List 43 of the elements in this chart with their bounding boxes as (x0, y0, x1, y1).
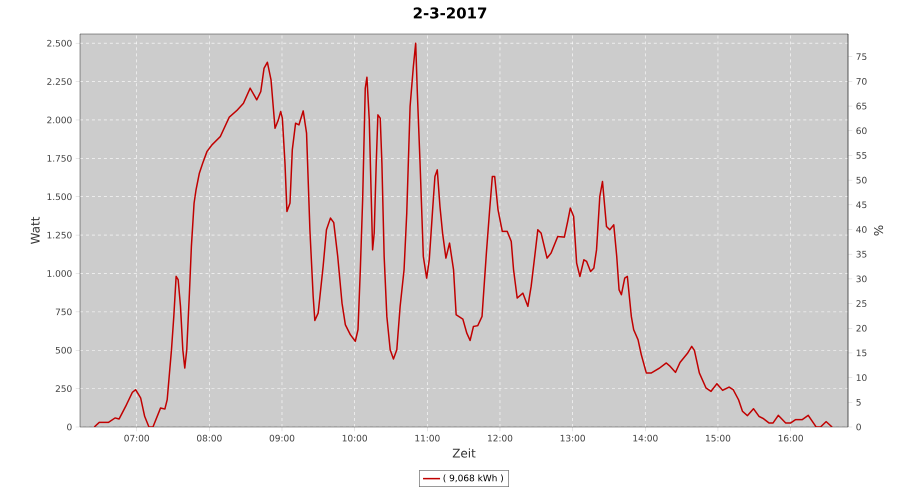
y2-tick-label: 20 (856, 324, 867, 332)
y-tick-label: 2.250 (47, 78, 72, 85)
y-tick-label: 1.500 (48, 193, 72, 200)
y2-tick-label: 70 (856, 78, 867, 85)
y-tick-label: 250 (56, 385, 72, 392)
legend-label: ( 9,068 kWh ) (444, 474, 503, 482)
y2-axis-title: % (874, 225, 884, 236)
y2-tick-label: 5 (856, 398, 861, 406)
y2-tick-label: 45 (856, 201, 866, 208)
y2-tick-label: 40 (856, 226, 867, 233)
x-tick-label: 14:00 (633, 434, 658, 442)
x-tick-label: 09:00 (270, 434, 294, 442)
y2-tick-label: 75 (856, 53, 866, 60)
x-tick-label: 16:00 (778, 434, 803, 442)
x-tick-label: 12:00 (488, 434, 512, 442)
x-tick-label: 07:00 (124, 434, 149, 442)
y2-tick-label: 60 (856, 127, 867, 134)
x-tick-label: 10:00 (342, 434, 367, 442)
line-series (93, 42, 833, 427)
y-tick-label: 1.000 (48, 270, 72, 277)
y-tick-label: 2.500 (47, 40, 72, 47)
y-tick-label: 500 (56, 346, 72, 354)
y-axis-title: Watt (30, 216, 40, 244)
y2-tick-label: 15 (856, 350, 866, 356)
x-tick-label: 15:00 (706, 434, 730, 442)
y2-tick-label: 65 (856, 102, 866, 110)
y-tick-label: 0 (67, 424, 72, 430)
x-axis-title: Zeit (452, 448, 476, 458)
y-tick-label: 1.750 (48, 154, 72, 162)
y-tick-label: 750 (56, 308, 72, 316)
y-tick-label: 2.000 (47, 116, 72, 124)
y2-tick-label: 35 (856, 250, 866, 258)
y-tick-label: 1.250 (48, 232, 72, 238)
y2-tick-label: 0 (856, 424, 861, 430)
y2-tick-label: 25 (856, 300, 866, 307)
x-tick-label: 11:00 (415, 434, 440, 442)
y2-tick-label: 55 (856, 152, 866, 159)
chart-title: 2-3-2017 (414, 7, 486, 19)
y2-tick-label: 10 (856, 374, 867, 382)
x-tick-label: 13:00 (560, 434, 585, 442)
y2-tick-label: 50 (856, 176, 867, 184)
x-tick-label: 08:00 (197, 434, 222, 442)
y2-tick-label: 30 (856, 275, 867, 282)
